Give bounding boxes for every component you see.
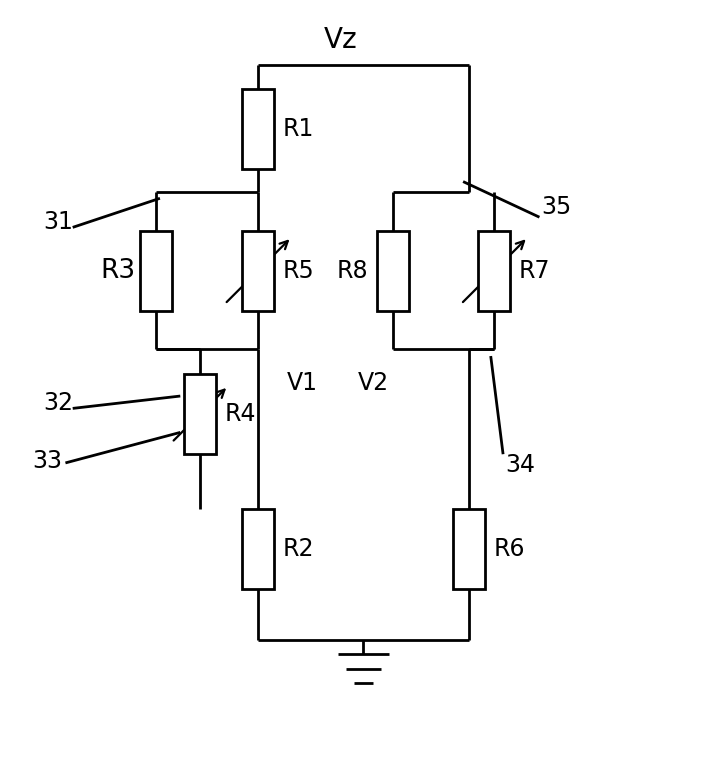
Text: R4: R4 <box>225 402 256 427</box>
Text: Vz: Vz <box>324 27 357 54</box>
Text: R3: R3 <box>100 258 135 284</box>
Bar <box>242 509 274 589</box>
Text: R7: R7 <box>519 259 550 282</box>
Bar <box>140 230 172 311</box>
Text: R5: R5 <box>283 259 315 282</box>
Text: V1: V1 <box>287 371 318 394</box>
Bar <box>242 89 274 169</box>
Text: 34: 34 <box>505 453 535 477</box>
Bar <box>184 374 216 454</box>
Bar <box>453 509 485 589</box>
Text: 31: 31 <box>44 210 73 233</box>
Text: R2: R2 <box>283 536 314 561</box>
Text: 32: 32 <box>44 391 73 415</box>
Text: R1: R1 <box>283 117 314 141</box>
Text: 35: 35 <box>542 195 572 219</box>
Bar <box>377 230 409 311</box>
Text: R6: R6 <box>494 536 525 561</box>
Text: 33: 33 <box>33 449 63 474</box>
Bar <box>242 230 274 311</box>
Text: R8: R8 <box>336 259 368 282</box>
Text: V2: V2 <box>358 371 389 394</box>
Bar <box>478 230 510 311</box>
